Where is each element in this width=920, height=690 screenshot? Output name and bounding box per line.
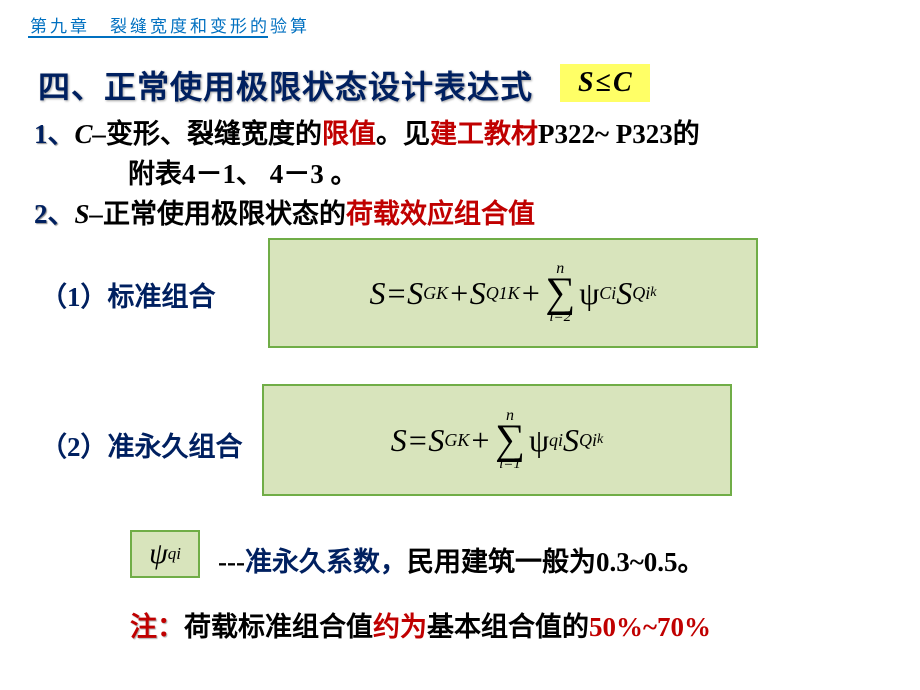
psi-symbol: ψ: [149, 537, 168, 571]
f1-psi-sub: Ci: [599, 283, 616, 304]
f1-sqi-sub2: k: [650, 285, 656, 301]
chapter-header: 第九章 裂缝宽度和变形的验算: [30, 12, 310, 37]
f2-sum: n ∑ i=1: [495, 408, 525, 473]
f2-sum-bot: i=1: [499, 457, 521, 472]
f1-sum-bot: i=2: [549, 310, 571, 325]
blue-text: 准永久系数，: [245, 547, 407, 577]
f1-sgk: S: [407, 275, 423, 312]
f1-sum: n ∑ i=2: [545, 261, 575, 326]
section-title: 四、正常使用极限状态设计表达式: [38, 62, 533, 108]
f1-eq: =: [385, 275, 407, 312]
f1-s: S: [369, 275, 385, 312]
note-line: 注：荷载标准组合值约为基本组合值的50%~70%: [130, 605, 711, 644]
f1-psi: ψ: [579, 275, 599, 312]
f2-psi: ψ: [529, 422, 549, 459]
le-symbol: ≤: [596, 67, 611, 98]
text: 变形、裂缝宽度的: [106, 119, 322, 149]
note-label: 注：: [130, 612, 184, 642]
sigma-icon: ∑: [545, 277, 575, 311]
inequality-box: S≤C: [560, 64, 650, 102]
psi-explanation: ---准永久系数，民用建筑一般为0.3~0.5。: [218, 540, 705, 579]
dash: ---: [218, 547, 245, 577]
header-underline: [28, 36, 268, 38]
f2-s: S: [391, 422, 407, 459]
f1-sgk-sub: GK: [423, 283, 448, 304]
f2-sqi: S: [563, 422, 579, 459]
text: 。见: [376, 119, 430, 149]
percent-val: 50%~70%: [589, 612, 711, 642]
var-c: C–: [75, 119, 107, 149]
f2-sqi-sub: Qi: [579, 430, 597, 451]
text: 正常使用极限状态的: [103, 199, 346, 229]
f2-sgk-sub: GK: [444, 430, 469, 451]
f1-plus2: +: [520, 275, 542, 312]
f1-sqi-sub: Qi: [632, 283, 650, 304]
f2-sqi-sub2: k: [597, 432, 603, 448]
item-1-number: 1、: [34, 119, 75, 149]
formula-1: S = SGK + SQ1K + n ∑ i=2 ψCi SQik: [369, 261, 656, 326]
item-1-line2: 附表4－1、 4－3 。: [128, 152, 358, 191]
f1-sq1k: S: [470, 275, 486, 312]
red-text: 约为: [373, 612, 427, 642]
text: 民用建筑一般为: [407, 547, 596, 577]
item-1-line1: 1、C–变形、裂缝宽度的限值。见建工教材P322~ P323的: [34, 112, 700, 151]
formula-box-2: S = SGK + n ∑ i=1 ψqi SQik: [262, 384, 732, 496]
sub-label-2: （2）准永久组合: [40, 425, 243, 464]
f1-sqi: S: [616, 275, 632, 312]
item-2-line: 2、S–正常使用极限状态的荷载效应组合值: [34, 192, 535, 231]
var-s: S–: [75, 199, 104, 229]
f2-psi-sub: qi: [549, 430, 563, 451]
ref-text: 建工教材: [430, 119, 538, 149]
f2-sgk: S: [428, 422, 444, 459]
limit-text: 限值: [322, 119, 376, 149]
dot: 。: [678, 547, 705, 577]
psi-qi-box: ψqi: [130, 530, 200, 578]
text: 基本组合值的: [427, 612, 589, 642]
item-2-number: 2、: [34, 199, 75, 229]
formula-box-1: S = SGK + SQ1K + n ∑ i=2 ψCi SQik: [268, 238, 758, 348]
text: 荷载标准组合值: [184, 612, 373, 642]
load-text: 荷载效应组合值: [346, 199, 535, 229]
f2-eq: =: [407, 422, 429, 459]
f1-plus1: +: [448, 275, 470, 312]
var-c: C: [613, 67, 632, 98]
f2-plus1: +: [469, 422, 491, 459]
sub-label-1: （1）标准组合: [40, 275, 216, 314]
f1-sq1k-sub: Q1K: [486, 283, 520, 304]
formula-2: S = SGK + n ∑ i=1 ψqi SQik: [391, 408, 603, 473]
text: P322~ P323的: [538, 119, 700, 149]
sigma-icon: ∑: [495, 424, 525, 458]
val: 0.3~0.5: [596, 547, 678, 577]
psi-sub: qi: [168, 544, 181, 564]
var-s: S: [578, 67, 594, 98]
